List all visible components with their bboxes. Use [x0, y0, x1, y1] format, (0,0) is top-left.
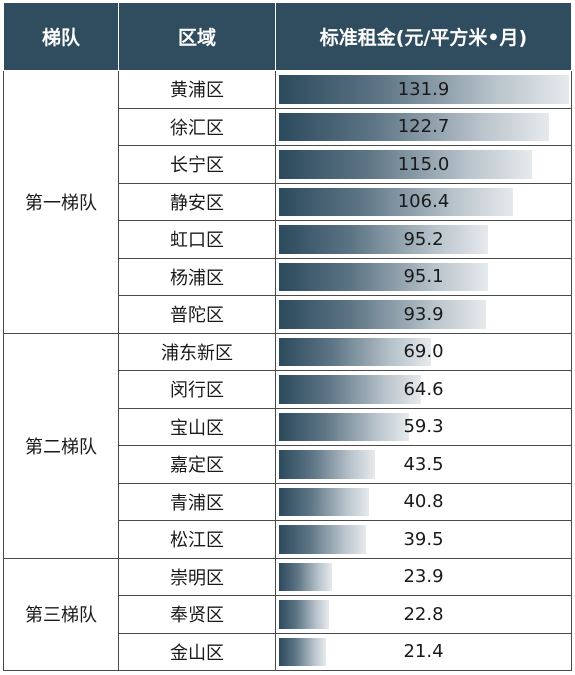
- table-row: 金山区 21.4: [4, 632, 572, 671]
- table-row: 第二梯队 浦东新区 69.0: [3, 332, 572, 559]
- district-cell: 徐汇区: [118, 107, 276, 146]
- district-cell: 闵行区: [118, 370, 276, 409]
- rent-value-label: 93.9: [403, 303, 444, 325]
- table-row: 第一梯队 黄浦区 131.9: [3, 70, 572, 334]
- rent-value-label: 39.5: [403, 528, 444, 550]
- district-cell: 杨浦区: [118, 257, 276, 296]
- table-row: 普陀区 93.9: [4, 295, 572, 334]
- rent-value-label: 22.8: [403, 603, 444, 625]
- rent-cell: 106.4: [275, 182, 572, 221]
- table-row: 长宁区 115.0: [4, 145, 572, 184]
- rent-cell: 23.9: [275, 557, 572, 596]
- rent-cell: 43.5: [275, 445, 572, 484]
- table-row: 第三梯队 崇明区 23.9: [3, 557, 572, 671]
- table-row: 静安区 106.4: [4, 182, 572, 221]
- district-cell: 虹口区: [118, 220, 276, 259]
- rent-bar: [279, 262, 489, 291]
- rent-bar: [279, 450, 375, 479]
- district-cell: 静安区: [118, 182, 276, 221]
- rent-cell: 59.3: [275, 407, 572, 446]
- district-cell: 浦东新区: [118, 332, 276, 371]
- table-row: 虹口区 95.2: [4, 220, 572, 259]
- rent-value-label: 106.4: [397, 191, 450, 213]
- rent-value-label: 23.9: [403, 566, 444, 588]
- rent-table: 梯队 区域 标准租金(元/平方米•月) 第一梯队 黄浦区 131.9 徐汇区 122.7…: [3, 2, 572, 671]
- rent-cell: 21.4: [275, 632, 572, 671]
- table-row: 徐汇区 122.7: [4, 107, 572, 146]
- district-cell: 松江区: [118, 520, 276, 559]
- tier-label: 第三梯队: [3, 557, 119, 671]
- rent-value-label: 21.4: [403, 641, 444, 663]
- rent-value-label: 122.7: [397, 116, 450, 138]
- header-district: 区域: [118, 2, 276, 71]
- table-row: 嘉定区 43.5: [4, 445, 572, 484]
- table-row: 宝山区 59.3: [4, 407, 572, 446]
- rent-cell: 122.7: [275, 107, 572, 146]
- header-rent: 标准租金(元/平方米•月): [275, 2, 572, 71]
- rent-bar: [279, 562, 332, 591]
- rent-cell: 69.0: [275, 332, 572, 371]
- rent-value-label: 115.0: [397, 153, 450, 175]
- rent-cell: 93.9: [275, 295, 572, 334]
- rent-cell: 131.9: [275, 70, 572, 109]
- district-cell: 崇明区: [118, 557, 276, 596]
- rent-cell: 95.1: [275, 257, 572, 296]
- district-cell: 普陀区: [118, 295, 276, 334]
- rent-bar: [279, 600, 330, 629]
- rent-bar: [279, 375, 421, 404]
- rent-value-label: 95.1: [403, 266, 444, 288]
- rent-bar: [279, 75, 569, 104]
- header-row: 梯队 区域 标准租金(元/平方米•月): [3, 2, 572, 71]
- rent-value-label: 64.6: [403, 378, 444, 400]
- district-cell: 黄浦区: [118, 70, 276, 109]
- rent-value-label: 131.9: [397, 78, 450, 100]
- rent-bar: [279, 487, 369, 516]
- rent-value-label: 59.3: [403, 416, 444, 438]
- header-tier: 梯队: [3, 2, 119, 71]
- rent-cell: 40.8: [275, 482, 572, 521]
- table-row: 闵行区 64.6: [4, 370, 572, 409]
- rent-bar: [279, 150, 532, 179]
- table-row: 松江区 39.5: [4, 520, 572, 559]
- district-cell: 金山区: [118, 632, 276, 671]
- tier-label: 第二梯队: [3, 332, 119, 559]
- rent-bar: [279, 337, 431, 366]
- rent-bar: [279, 412, 410, 441]
- rent-cell: 115.0: [275, 145, 572, 184]
- table-row: 杨浦区 95.1: [4, 257, 572, 296]
- rent-bar: [279, 187, 513, 216]
- tier-label: 第一梯队: [3, 70, 119, 334]
- rent-cell: 95.2: [275, 220, 572, 259]
- rent-bar: [279, 112, 549, 141]
- rent-value-label: 43.5: [403, 453, 444, 475]
- district-cell: 宝山区: [118, 407, 276, 446]
- rent-cell: 39.5: [275, 520, 572, 559]
- rent-cell: 64.6: [275, 370, 572, 409]
- rent-bar: [279, 525, 366, 554]
- district-cell: 奉贤区: [118, 595, 276, 634]
- rent-bar: [279, 225, 489, 254]
- rent-bar: [279, 300, 486, 329]
- district-cell: 青浦区: [118, 482, 276, 521]
- rent-value-label: 95.2: [403, 228, 444, 250]
- rent-value-label: 40.8: [403, 491, 444, 513]
- district-cell: 嘉定区: [118, 445, 276, 484]
- rent-bar: [279, 637, 327, 666]
- table-body: 第一梯队 黄浦区 131.9 徐汇区 122.7 长宁区 115.0 静安区 106.4 虹口区 9…: [3, 70, 572, 671]
- district-cell: 长宁区: [118, 145, 276, 184]
- rent-value-label: 69.0: [403, 341, 444, 363]
- rent-cell: 22.8: [275, 595, 572, 634]
